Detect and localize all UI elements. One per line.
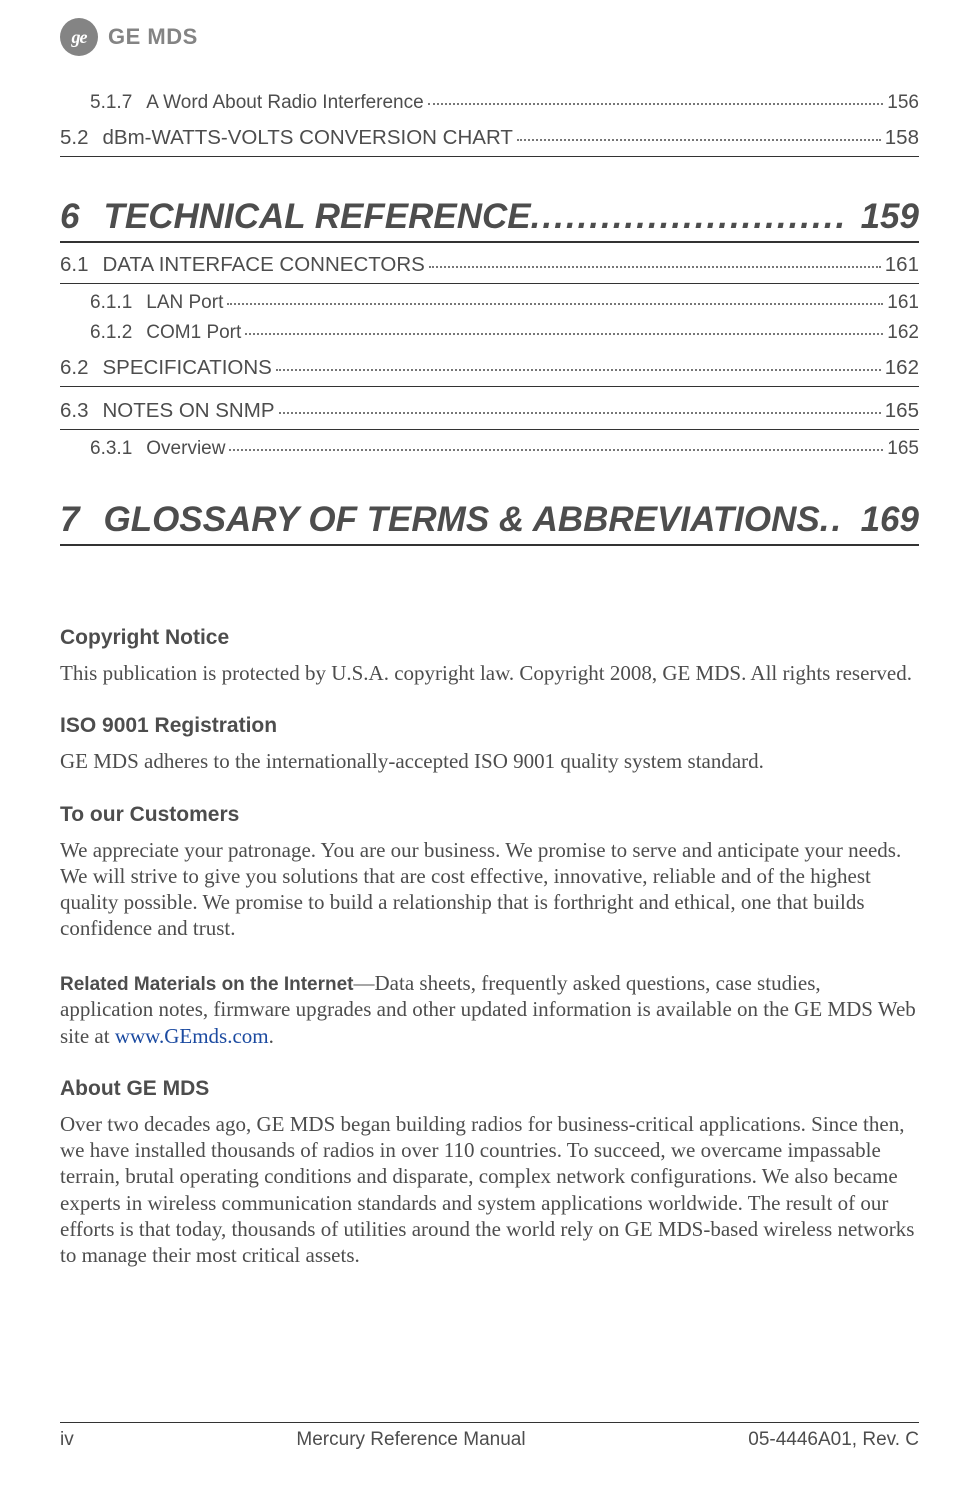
toc-page-number: 156 (887, 92, 919, 114)
page-header: ge GE MDS (60, 18, 919, 56)
toc-title: A Word About Radio Interference (146, 92, 423, 114)
section-body-customers: We appreciate your patronage. You are ou… (60, 837, 919, 942)
section-rule (60, 386, 919, 387)
section-rule (60, 429, 919, 430)
section-body-iso: GE MDS adheres to the internationally-ac… (60, 748, 919, 774)
toc-number: 6.3 (60, 399, 89, 423)
section-heading-customers: To our Customers (60, 803, 919, 827)
brand-name: GE MDS (108, 24, 198, 50)
toc-number: 6.1.1 (90, 292, 132, 314)
toc-title: SPECIFICATIONS (103, 356, 272, 380)
toc-title: COM1 Port (146, 322, 241, 344)
toc-leader-dots (245, 333, 883, 335)
chapter-rule (60, 241, 919, 243)
toc-page-number: 161 (885, 253, 919, 277)
toc-number: 5.1.7 (90, 92, 132, 114)
toc-title: dBm-WATTS-VOLTS CONVERSION CHART (103, 126, 513, 150)
toc-leader-dots (429, 266, 881, 268)
section-rule (60, 283, 919, 284)
footer-manual-title: Mercury Reference Manual (74, 1429, 749, 1451)
toc-entry: 6.1.1 LAN Port 161 (60, 292, 919, 314)
ge-logo-text: ge (72, 27, 87, 48)
toc-title: LAN Port (146, 292, 223, 314)
toc-leader-dots (229, 449, 883, 451)
chapter-leader-dots: .................................... (531, 197, 843, 237)
toc-leader-dots (227, 303, 883, 305)
toc-entry: 6.3.1 Overview 165 (60, 438, 919, 460)
chapter-title: GLOSSARY OF TERMS & ABBREVIATIONS (103, 500, 819, 540)
body-content: Copyright Notice This publication is pro… (60, 598, 919, 1268)
toc-entry: 6.2 SPECIFICATIONS 162 (60, 356, 919, 380)
related-tail: . (269, 1024, 274, 1048)
footer-doc-id: 05-4446A01, Rev. C (748, 1429, 919, 1451)
chapter-page-number: 159 (861, 197, 919, 237)
spacer (60, 1268, 919, 1416)
toc-leader-dots (279, 412, 881, 414)
toc-page-number: 162 (887, 322, 919, 344)
toc-page-number: 158 (885, 126, 919, 150)
related-link[interactable]: www.GEmds.com (115, 1024, 269, 1048)
toc-title: Overview (146, 438, 225, 460)
toc-number: 6.1.2 (90, 322, 132, 344)
section-body-related: Related Materials on the Internet—Data s… (60, 970, 919, 1049)
toc-entry: 6.3 NOTES ON SNMP 165 (60, 399, 919, 423)
ge-logo-icon: ge (60, 18, 98, 56)
section-body-copyright: This publication is protected by U.S.A. … (60, 660, 919, 686)
toc-leader-dots (517, 139, 881, 141)
toc-number: 6.2 (60, 356, 89, 380)
toc-leader-dots (276, 369, 881, 371)
section-heading-iso: ISO 9001 Registration (60, 714, 919, 738)
toc-entry: 5.2 dBm-WATTS-VOLTS CONVERSION CHART 158 (60, 126, 919, 150)
chapter-rule (60, 544, 919, 546)
section-rule (60, 156, 919, 157)
chapter-heading: 7 GLOSSARY OF TERMS & ABBREVIATIONS ....… (60, 500, 919, 540)
toc-number: 6.3.1 (90, 438, 132, 460)
toc-entry: 5.1.7 A Word About Radio Interference 15… (60, 92, 919, 114)
section-body-about: Over two decades ago, GE MDS began build… (60, 1111, 919, 1269)
toc-page-number: 165 (885, 399, 919, 423)
chapter-heading: 6 TECHNICAL REFERENCE ..................… (60, 197, 919, 237)
page-footer: iv Mercury Reference Manual 05-4446A01, … (60, 1429, 919, 1451)
page: ge GE MDS 5.1.7 A Word About Radio Inter… (0, 0, 979, 1501)
toc-entry: 6.1 DATA INTERFACE CONNECTORS 161 (60, 253, 919, 277)
footer-rule (60, 1422, 919, 1423)
chapter-title: TECHNICAL REFERENCE (103, 197, 530, 237)
chapter-page-number: 169 (861, 500, 919, 540)
toc-number: 5.2 (60, 126, 89, 150)
toc-title: DATA INTERFACE CONNECTORS (103, 253, 425, 277)
toc-page-number: 161 (887, 292, 919, 314)
toc-page-number: 165 (887, 438, 919, 460)
chapter-leader-dots: ....... (820, 500, 843, 540)
chapter-number: 6 (60, 197, 79, 237)
toc-page-number: 162 (885, 356, 919, 380)
footer-page-roman: iv (60, 1429, 74, 1451)
section-heading-copyright: Copyright Notice (60, 626, 919, 650)
toc-number: 6.1 (60, 253, 89, 277)
toc-entry: 6.1.2 COM1 Port 162 (60, 322, 919, 344)
section-heading-about: About GE MDS (60, 1077, 919, 1101)
toc-leader-dots (428, 103, 884, 105)
chapter-number: 7 (60, 500, 79, 540)
toc-title: NOTES ON SNMP (103, 399, 275, 423)
related-lead: Related Materials on the Internet (60, 974, 354, 995)
